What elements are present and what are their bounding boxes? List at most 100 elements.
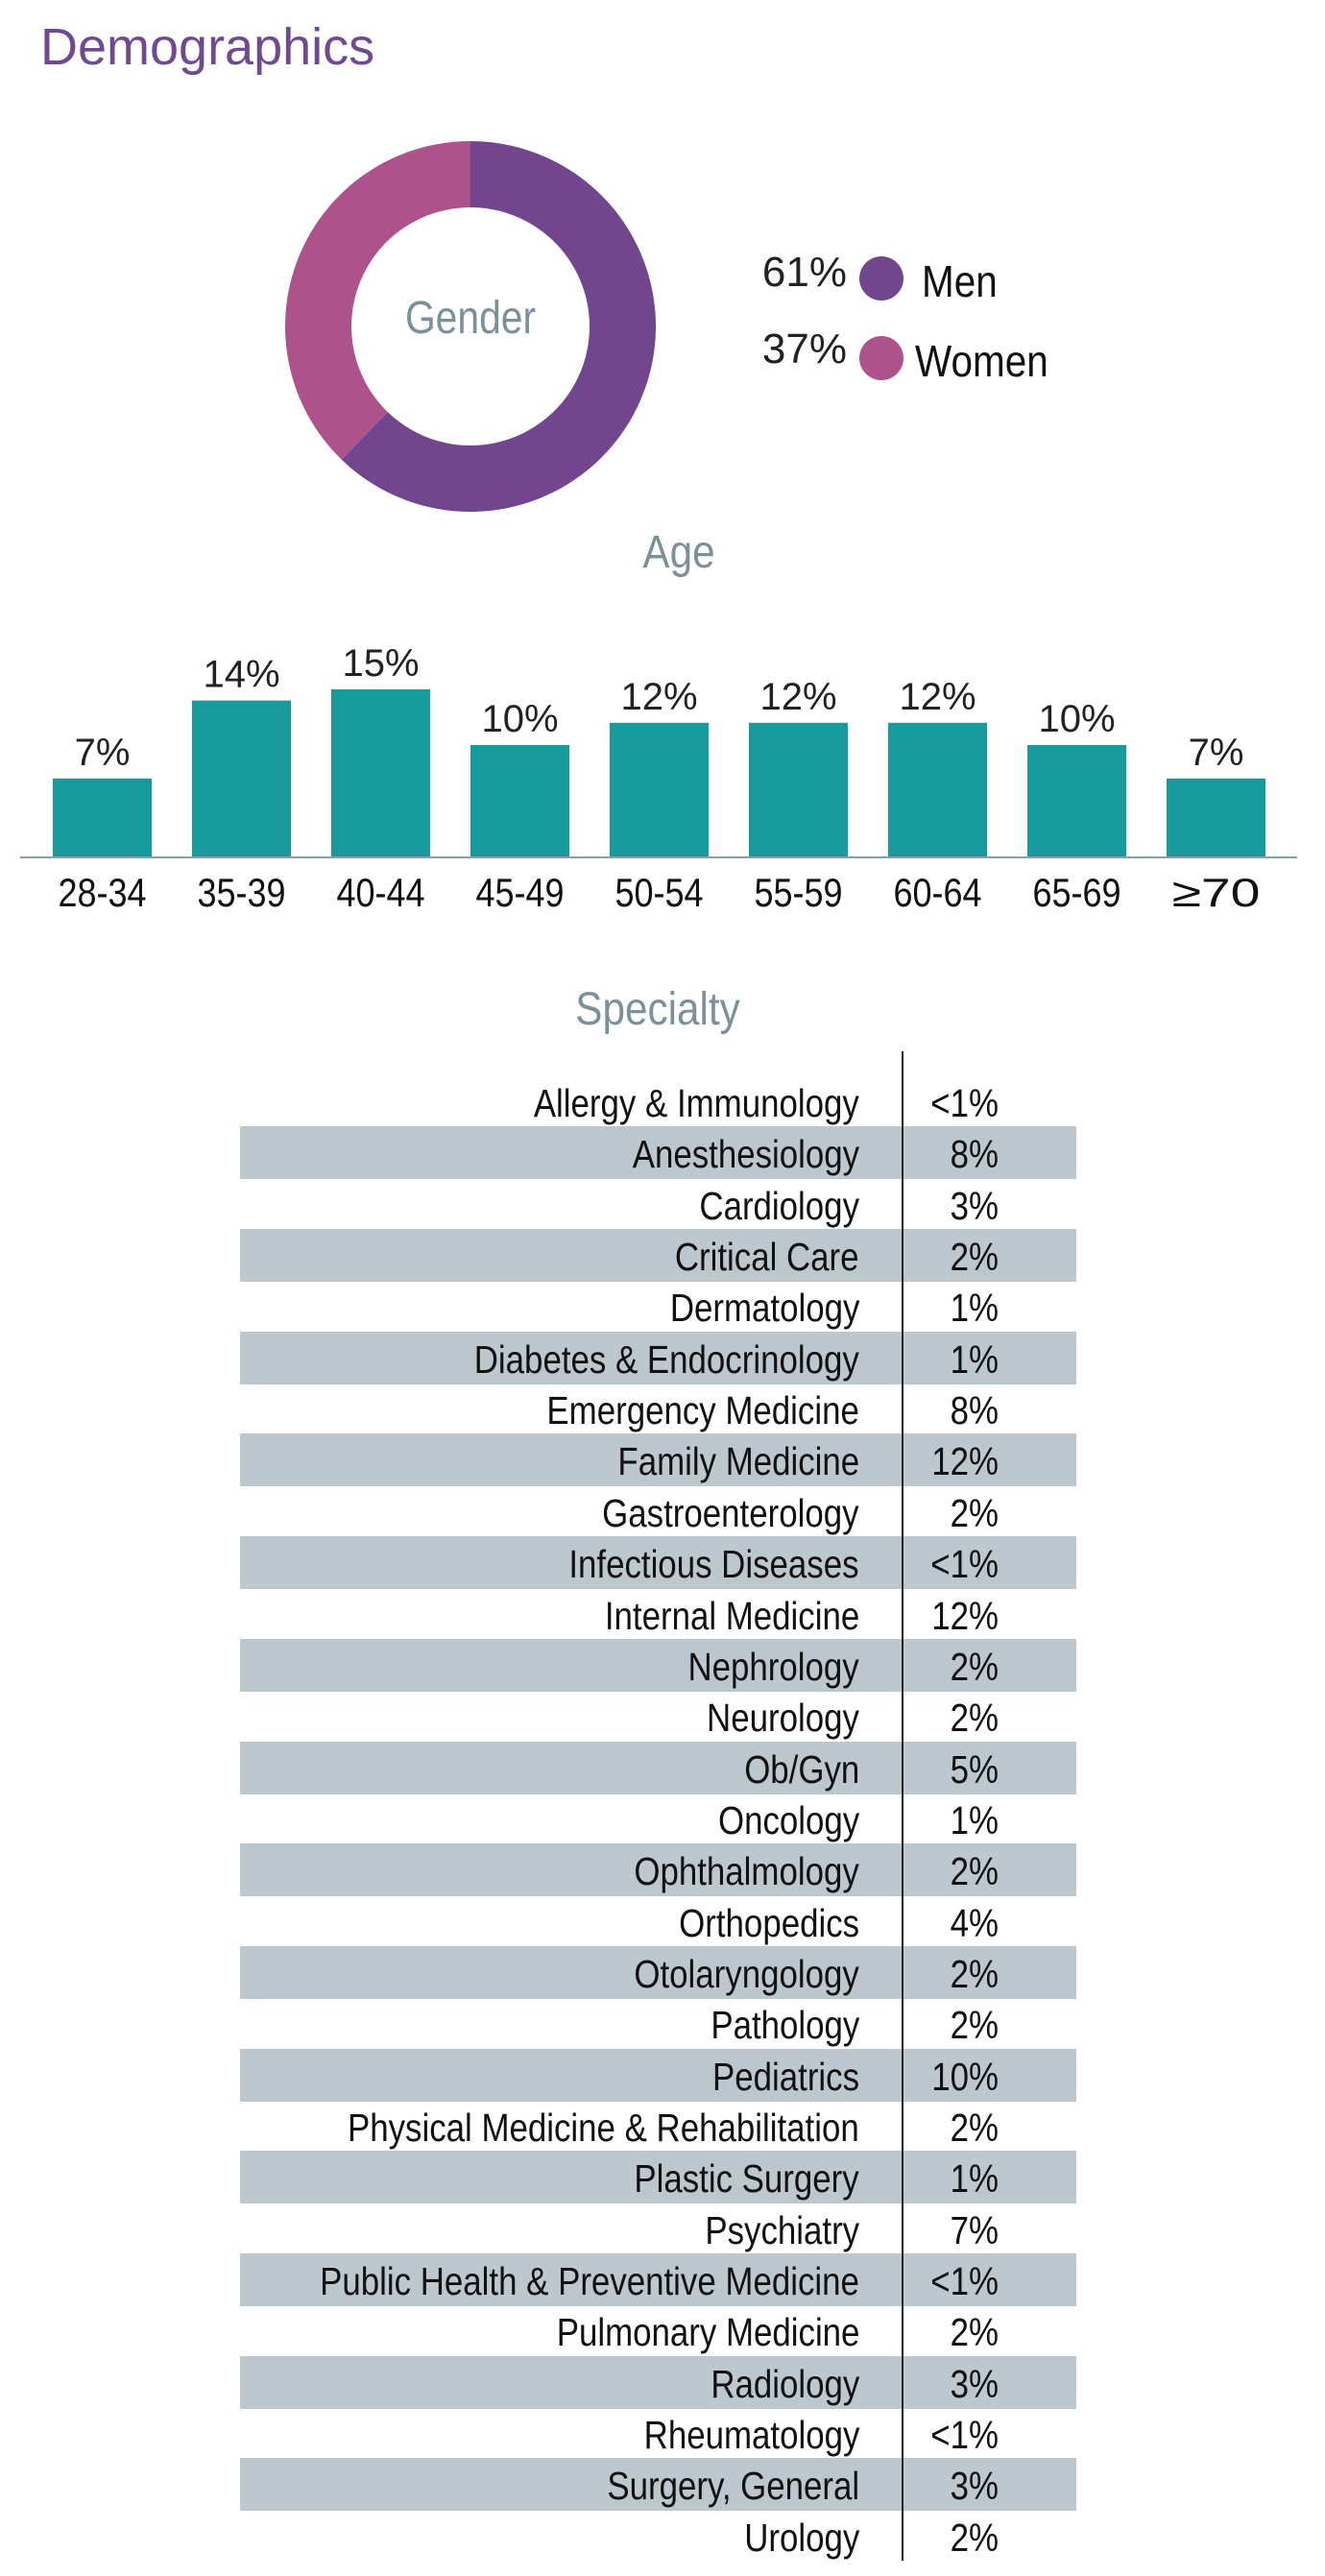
specialty-value: 3% bbox=[950, 2464, 999, 2509]
age-bar bbox=[1027, 745, 1126, 856]
specialty-label: Nephrology bbox=[687, 1644, 859, 1689]
specialty-label: Otolaryngology bbox=[634, 1951, 859, 1996]
x-tick-label: 45-49 bbox=[476, 870, 565, 915]
specialty-label: Pulmonary Medicine bbox=[556, 2310, 859, 2355]
specialty-label: Family Medicine bbox=[617, 1439, 859, 1484]
age-bar bbox=[53, 778, 152, 856]
table-row-stripe bbox=[240, 2151, 1076, 2204]
specialty-label: Gastroenterology bbox=[602, 1490, 859, 1535]
table-row-stripe bbox=[240, 1741, 1076, 1794]
specialty-title: Specialty bbox=[575, 984, 740, 1035]
specialty-label: Critical Care bbox=[675, 1235, 859, 1280]
donut-slice-men bbox=[341, 141, 656, 512]
table-row-stripe bbox=[240, 1126, 1076, 1180]
x-tick-label: 28-34 bbox=[59, 870, 147, 915]
x-tick-label: ≥70 bbox=[1172, 870, 1261, 915]
specialty-label: Surgery, General bbox=[607, 2464, 859, 2509]
table-row-stripe bbox=[240, 1638, 1076, 1692]
legend-men-swatch bbox=[859, 256, 903, 301]
specialty-value: <1% bbox=[930, 1081, 999, 1125]
specialty-value: 2% bbox=[950, 1490, 999, 1535]
specialty-label: Public Health & Preventive Medicine bbox=[320, 2259, 859, 2304]
bar-value-label: 7% bbox=[1189, 732, 1244, 774]
x-tick-label: 35-39 bbox=[198, 870, 286, 915]
bar-value-label: 10% bbox=[1038, 698, 1115, 740]
specialty-label: Ophthalmology bbox=[634, 1849, 859, 1894]
specialty-value: 1% bbox=[950, 1797, 999, 1842]
specialty-label: Emergency Medicine bbox=[546, 1388, 859, 1433]
specialty-value: 3% bbox=[950, 2361, 999, 2406]
specialty-label: Neurology bbox=[707, 1696, 859, 1741]
table-row-stripe bbox=[240, 2048, 1076, 2102]
specialty-label: Oncology bbox=[717, 1797, 859, 1842]
specialty-value: <1% bbox=[930, 2259, 999, 2304]
age-bar bbox=[610, 722, 709, 856]
age-bar bbox=[1167, 778, 1265, 856]
donut-slice-women bbox=[285, 141, 470, 460]
specialty-value: 2% bbox=[950, 2003, 999, 2048]
specialty-value: 5% bbox=[950, 1746, 999, 1792]
table-row-stripe bbox=[240, 1945, 1076, 1999]
specialty-value: 2% bbox=[950, 2515, 999, 2560]
specialty-value: 2% bbox=[950, 1644, 999, 1689]
table-row-stripe bbox=[240, 1229, 1076, 1283]
specialty-label: Diabetes & Endocrinology bbox=[473, 1336, 859, 1382]
bar-value-label: 14% bbox=[203, 654, 279, 696]
legend-men-value: 61% bbox=[761, 249, 847, 296]
specialty-value: 1% bbox=[950, 1336, 999, 1382]
specialty-label: Urology bbox=[743, 2515, 859, 2560]
specialty-label: Pediatrics bbox=[711, 2054, 859, 2099]
bar-value-label: 12% bbox=[899, 676, 976, 718]
specialty-value: 7% bbox=[950, 2207, 999, 2252]
table-row-stripe bbox=[240, 1536, 1076, 1590]
x-tick-label: 55-59 bbox=[755, 870, 843, 915]
specialty-value: 2% bbox=[950, 1696, 999, 1741]
specialty-value: 2% bbox=[950, 2310, 999, 2355]
specialty-value: 2% bbox=[950, 2106, 999, 2150]
age-bar bbox=[470, 745, 569, 856]
specialty-value: 12% bbox=[931, 1439, 999, 1484]
bar-value-label: 10% bbox=[481, 698, 558, 740]
specialty-label: Radiology bbox=[711, 2361, 859, 2406]
specialty-value: 8% bbox=[950, 1388, 999, 1433]
specialty-value: <1% bbox=[930, 1542, 999, 1587]
specialty-label: Psychiatry bbox=[705, 2207, 859, 2252]
specialty-value: 4% bbox=[950, 1900, 999, 1945]
age-bar bbox=[888, 722, 987, 856]
specialty-label: Rheumatology bbox=[643, 2413, 859, 2458]
specialty-label: Plastic Surgery bbox=[634, 2156, 859, 2202]
specialty-value: 1% bbox=[950, 1286, 999, 1331]
table-row-stripe bbox=[240, 2253, 1076, 2307]
table-row-stripe bbox=[240, 1433, 1076, 1487]
specialty-value: 1% bbox=[950, 2156, 999, 2202]
specialty-label: Anesthesiology bbox=[632, 1132, 859, 1177]
legend-women-value: 37% bbox=[761, 325, 847, 373]
specialty-label: Physical Medicine & Rehabilitation bbox=[348, 2106, 859, 2150]
specialty-label: Ob/Gyn bbox=[743, 1746, 859, 1792]
age-bar bbox=[749, 722, 848, 856]
specialty-label: Internal Medicine bbox=[604, 1593, 859, 1638]
legend-women-label: Women bbox=[915, 336, 1048, 386]
specialty-divider bbox=[902, 1051, 903, 2561]
bar-value-label: 15% bbox=[342, 642, 419, 685]
specialty-label: Cardiology bbox=[699, 1183, 859, 1228]
x-tick-label: 50-54 bbox=[615, 870, 704, 915]
specialty-label: Infectious Diseases bbox=[568, 1542, 859, 1587]
specialty-value: 10% bbox=[931, 2054, 999, 2099]
specialty-value: 2% bbox=[950, 1235, 999, 1280]
specialty-label: Pathology bbox=[710, 2003, 859, 2048]
bar-value-label: 12% bbox=[620, 676, 697, 718]
specialty-value: 2% bbox=[950, 1849, 999, 1894]
specialty-label: Dermatology bbox=[669, 1286, 859, 1331]
legend-women-swatch bbox=[859, 336, 903, 380]
table-row-stripe bbox=[240, 1331, 1076, 1384]
specialty-value: <1% bbox=[930, 2413, 999, 2458]
specialty-value: 2% bbox=[950, 1951, 999, 1996]
table-row-stripe bbox=[240, 2458, 1076, 2512]
age-title: Age bbox=[642, 527, 715, 578]
specialty-value: 8% bbox=[950, 1132, 999, 1177]
table-row-stripe bbox=[240, 1843, 1076, 1897]
gender-donut-chart bbox=[285, 141, 656, 512]
bar-value-label: 7% bbox=[75, 732, 131, 774]
specialty-label: Allergy & Immunology bbox=[534, 1081, 859, 1125]
